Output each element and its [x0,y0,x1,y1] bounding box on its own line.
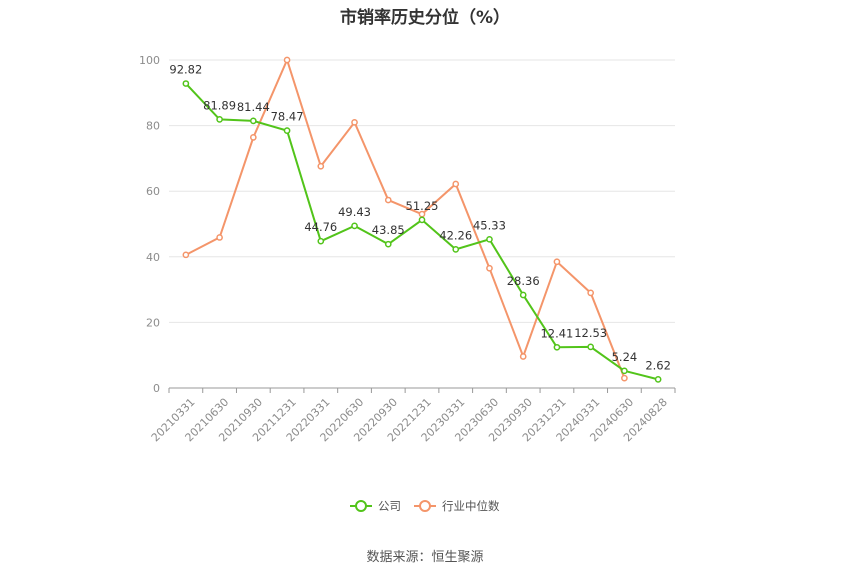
data-label: 78.47 [271,110,304,124]
data-point [418,216,426,224]
legend-swatch-marker [419,500,431,512]
data-label: 45.33 [473,218,506,232]
y-tick-label: 20 [146,316,160,329]
legend-item-0[interactable]: 公司 [350,499,401,513]
data-label: 2.62 [645,358,671,372]
data-point [452,180,460,188]
y-tick-label: 0 [153,382,160,395]
data-point [587,289,595,297]
y-tick-label: 100 [139,54,160,67]
data-label: 12.53 [574,326,607,340]
data-point [452,246,460,253]
data-label: 81.44 [237,100,270,114]
data-point [216,234,223,241]
data-point [317,162,325,170]
data-label: 43.85 [372,223,405,237]
data-label: 12.41 [540,326,573,340]
data-point [553,258,561,266]
data-point [384,240,392,248]
y-tick-label: 40 [146,251,160,264]
data-label: 42.26 [439,228,472,242]
data-point [283,127,291,134]
legend-label: 公司 [378,499,401,513]
data-point [519,291,527,299]
data-point [486,264,493,272]
data-point [621,367,628,375]
data-label: 51.25 [406,199,439,213]
data-point [182,251,190,259]
chart-title: 市销率历史分位（%） [339,8,511,28]
data-point [182,80,190,87]
data-label: 81.89 [203,98,236,112]
legend-item-1[interactable]: 行业中位数 [414,499,500,513]
data-label: 92.82 [169,63,202,77]
data-point [249,117,257,125]
data-point [621,374,628,382]
data-point [654,376,662,383]
legend-swatch-marker [355,500,367,512]
data-point [249,134,257,141]
data-source-note: 数据来源：恒生聚源 [366,550,484,565]
data-label: 28.36 [507,274,540,288]
data-point [587,343,595,351]
series-line-1 [185,57,626,379]
data-point [351,118,358,126]
y-tick-label: 60 [146,185,160,198]
data-label: 44.76 [304,220,337,234]
data-point [317,237,325,245]
data-point [553,343,561,351]
data-point [216,116,223,123]
data-point [384,196,392,204]
legend-label: 行业中位数 [442,499,500,513]
data-label: 49.43 [338,205,371,219]
data-point [519,353,527,360]
data-label: 5.24 [612,350,638,364]
data-point [351,222,358,230]
data-point [283,56,291,64]
y-tick-label: 80 [146,120,160,133]
data-point [486,235,493,243]
